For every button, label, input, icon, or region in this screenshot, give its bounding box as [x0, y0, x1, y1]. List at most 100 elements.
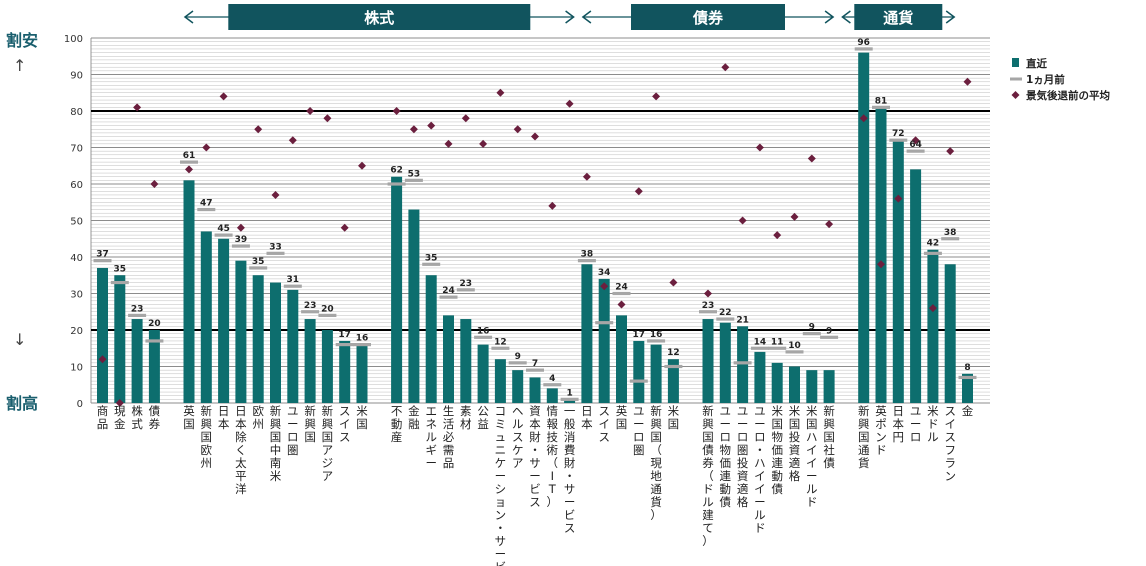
value-label: 23 [460, 279, 473, 289]
value-label: 35 [252, 257, 265, 267]
category-label: 日本除く太平洋 [235, 404, 247, 496]
category-label: 欧州 [252, 404, 264, 431]
cheap-label: 割安 [6, 31, 39, 50]
value-label: 42 [927, 239, 940, 249]
category-label: コミュニケーション・サービス [495, 404, 507, 566]
bar-latest [200, 231, 212, 403]
value-label: 96 [857, 38, 870, 48]
category-label: 金融 [408, 404, 420, 431]
legend-label: 1ヵ月前 [1026, 73, 1065, 86]
value-label: 72 [892, 129, 905, 139]
category-label: ユーロ・ハイイールド [754, 404, 766, 535]
marker-pre-recession-avg [219, 92, 228, 101]
marker-pre-recession-avg [652, 92, 661, 101]
value-label: 24 [442, 286, 455, 296]
y-tick-label: 10 [70, 363, 83, 374]
bar-latest [131, 319, 143, 403]
category-label: 不動産 [391, 404, 403, 444]
bar-latest [494, 359, 506, 403]
category-label: 米国 [668, 404, 680, 431]
marker-pre-recession-avg [288, 136, 297, 145]
legend-swatch-bar [1012, 58, 1019, 67]
category-label: スイス [339, 404, 351, 444]
bar-latest [962, 373, 973, 403]
bar-latest [581, 264, 593, 403]
down-arrow-icon: ↓ [13, 330, 27, 349]
category-label: 新興国アジア [322, 404, 334, 483]
value-label: 4 [549, 374, 555, 384]
marker-pre-recession-avg [859, 114, 868, 123]
category-label: 生活必需品 [443, 404, 455, 470]
bar-latest [183, 180, 195, 403]
marker-pre-recession-avg [755, 143, 764, 152]
value-label: 7 [532, 359, 538, 369]
bar-latest [512, 370, 524, 403]
marker-prev-month [699, 310, 717, 314]
marker-pre-recession-avg [738, 216, 747, 225]
y-tick-label: 100 [64, 34, 83, 45]
bar-latest [927, 249, 939, 403]
marker-prev-month [387, 182, 406, 186]
marker-prev-month [958, 375, 977, 380]
bar-latest [616, 315, 627, 403]
marker-pre-recession-avg [600, 282, 609, 291]
bar-latest [944, 264, 956, 403]
value-label: 21 [736, 315, 749, 325]
category-label: 資本財・サービス [529, 404, 541, 509]
category-label: スイスフラン [944, 404, 956, 483]
bar-latest [702, 319, 714, 403]
bar-latest [667, 359, 679, 403]
marker-pre-recession-avg [461, 114, 470, 123]
category-label: 情報技術（ I T） [547, 404, 559, 509]
value-label: 17 [338, 330, 351, 340]
value-label: 31 [287, 275, 300, 285]
group-band [854, 4, 943, 30]
arrow-left-icon [183, 10, 194, 24]
bar-latest [304, 319, 316, 403]
marker-prev-month [197, 207, 216, 212]
value-label: 33 [269, 242, 282, 252]
y-tick-label: 50 [70, 217, 83, 228]
value-label: 11 [771, 337, 784, 347]
category-label: ユーロ圏 [287, 404, 299, 457]
marker-prev-month [716, 317, 735, 321]
marker-prev-month [145, 339, 164, 343]
value-label: 16 [477, 326, 490, 336]
marker-prev-month [647, 339, 666, 343]
category-label: 英国 [616, 404, 628, 431]
marker-pre-recession-avg [323, 114, 332, 123]
bar-latest [771, 362, 783, 403]
group-band [631, 4, 785, 30]
marker-pre-recession-avg [150, 180, 159, 188]
value-label: 37 [96, 250, 109, 260]
value-label: 81 [875, 96, 888, 106]
bar-latest [425, 275, 437, 403]
category-label: 新興国欧州 [201, 404, 213, 470]
marker-prev-month [491, 346, 510, 350]
marker-pre-recession-avg [133, 103, 142, 112]
marker-prev-month [785, 350, 804, 354]
bar-latest [823, 370, 835, 403]
category-label: 新興国通貨 [858, 404, 870, 470]
marker-prev-month [456, 288, 475, 292]
marker-pre-recession-avg [548, 201, 557, 210]
value-label: 9 [809, 323, 815, 333]
marker-pre-recession-avg [444, 139, 453, 148]
category-label: 日本円 [893, 404, 905, 444]
category-label: 新興国中南米 [270, 404, 282, 483]
marker-pre-recession-avg [911, 136, 920, 145]
group-label: 株式 [364, 9, 394, 27]
value-label: 53 [408, 169, 421, 179]
value-label: 10 [788, 341, 801, 351]
bar-latest [339, 340, 351, 403]
arrow-left-icon [581, 10, 592, 24]
marker-pre-recession-avg [98, 355, 107, 364]
marker-pre-recession-avg [582, 172, 591, 181]
value-label: 23 [702, 301, 715, 311]
category-label: 米ドル [927, 404, 939, 444]
bar-latest [754, 351, 766, 403]
marker-prev-month [526, 368, 544, 372]
value-label: 8 [964, 363, 970, 373]
bar-latest [910, 169, 922, 403]
marker-prev-month [577, 259, 596, 263]
